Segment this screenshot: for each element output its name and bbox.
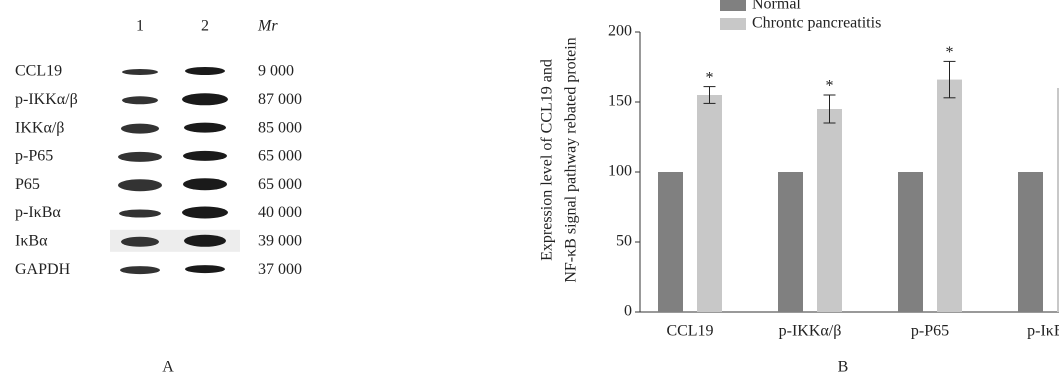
- band: [182, 93, 228, 105]
- band: [119, 210, 161, 218]
- mr-label: 39 000: [258, 232, 302, 249]
- band: [185, 67, 225, 75]
- band: [122, 69, 158, 75]
- band: [118, 152, 162, 162]
- bar: [658, 172, 683, 312]
- mr-label: 65 000: [258, 148, 302, 165]
- protein-label: p-IKKα/β: [15, 91, 78, 108]
- y-tick-label: 100: [608, 163, 632, 180]
- protein-label: p-IκBα: [15, 204, 61, 221]
- protein-label: GAPDH: [15, 261, 71, 278]
- band: [184, 123, 226, 133]
- mr-label: 9 000: [258, 63, 294, 80]
- x-tick-label: p-P65: [911, 323, 949, 340]
- mr-label: 87 000: [258, 91, 302, 108]
- y-tick-label: 200: [608, 23, 632, 40]
- protein-label: CCL19: [15, 63, 62, 80]
- band: [120, 266, 160, 274]
- bar: [937, 80, 962, 312]
- protein-label: P65: [15, 176, 40, 193]
- band: [118, 179, 162, 191]
- band: [183, 178, 227, 190]
- x-tick-label: p-IκBα: [1027, 323, 1059, 340]
- legend-swatch: [720, 0, 746, 11]
- legend-swatch: [720, 18, 746, 30]
- mr-label: 40 000: [258, 204, 302, 221]
- y-tick-label: 150: [608, 93, 632, 110]
- bar: [898, 172, 923, 312]
- significance: *: [706, 69, 714, 86]
- panel-caption: A: [162, 359, 174, 376]
- y-axis-label: NF-κB signal pathway rebated protein: [563, 37, 580, 282]
- y-tick-label: 50: [616, 233, 632, 250]
- mr-header: Mr: [257, 18, 278, 35]
- panel-caption: B: [838, 359, 849, 376]
- protein-label: IκBα: [15, 232, 48, 249]
- bar: [697, 95, 722, 312]
- protein-label: p-P65: [15, 148, 53, 165]
- band: [122, 96, 158, 104]
- band: [184, 235, 226, 247]
- mr-label: 37 000: [258, 261, 302, 278]
- x-tick-label: CCL19: [666, 323, 713, 340]
- y-tick-label: 0: [624, 303, 632, 320]
- significance: *: [826, 78, 834, 95]
- y-axis-label: Expression level of CCL19 and: [539, 59, 556, 261]
- band: [182, 207, 228, 219]
- legend-label: Chrontc pancreatitis: [752, 15, 881, 32]
- protein-label: IKKα/β: [15, 119, 64, 136]
- band: [121, 237, 159, 247]
- lane-label: 2: [201, 18, 209, 35]
- bar: [778, 172, 803, 312]
- band: [183, 151, 227, 161]
- bar: [817, 109, 842, 312]
- band: [121, 124, 159, 134]
- x-tick-label: p-IKKα/β: [779, 323, 842, 340]
- figure: A B 1 2 Mr Expression level of CCL19 and…: [0, 0, 1059, 385]
- mr-label: 65 000: [258, 176, 302, 193]
- bar: [1018, 172, 1043, 312]
- lane-label: 1: [136, 18, 144, 35]
- band: [185, 265, 225, 273]
- legend-label: Normal: [752, 0, 801, 13]
- significance: *: [946, 44, 954, 61]
- mr-label: 85 000: [258, 119, 302, 136]
